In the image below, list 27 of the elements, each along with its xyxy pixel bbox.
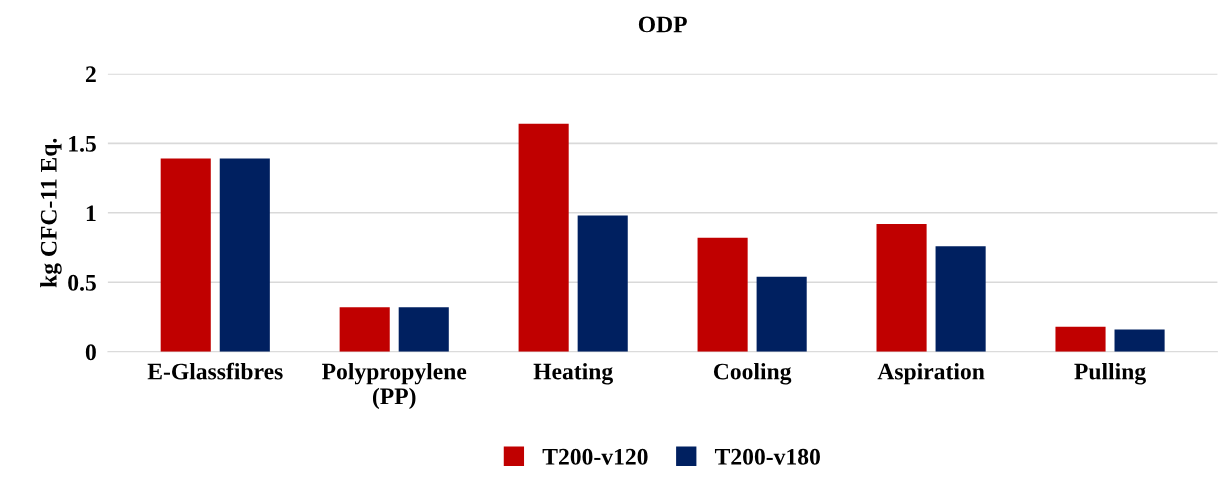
legend-label: T200-v180 xyxy=(714,448,820,465)
y-tick-label: 1.5 xyxy=(69,135,96,152)
legend-label: T200-v120 xyxy=(542,448,648,465)
bar xyxy=(935,246,986,352)
bar xyxy=(160,158,211,352)
bar xyxy=(1055,326,1106,352)
y-axis-title: kg CFC-11 Eq. xyxy=(40,138,62,288)
x-tick-label: Polypropylene (PP) xyxy=(322,362,467,410)
x-tick-label: E-Glassfibres xyxy=(147,362,283,380)
bar xyxy=(1114,329,1165,352)
x-tick-label: Heating xyxy=(533,362,613,385)
bar xyxy=(577,215,628,352)
bar xyxy=(756,276,807,352)
bar xyxy=(697,237,748,352)
bar xyxy=(398,307,449,352)
x-tick-label: Pulling xyxy=(1074,362,1146,385)
x-tick-label: Cooling xyxy=(713,362,792,385)
y-tick-label: 2 xyxy=(85,66,96,82)
bar xyxy=(876,223,927,352)
bar xyxy=(219,158,270,352)
x-tick-label: Aspiration xyxy=(877,362,985,385)
chart-title: ODP xyxy=(638,16,687,33)
y-tick-label: 0.5 xyxy=(68,274,96,291)
bar xyxy=(339,307,390,352)
bar xyxy=(518,123,569,352)
y-tick-label: 0 xyxy=(85,344,96,361)
y-tick-label: 1 xyxy=(86,205,96,221)
